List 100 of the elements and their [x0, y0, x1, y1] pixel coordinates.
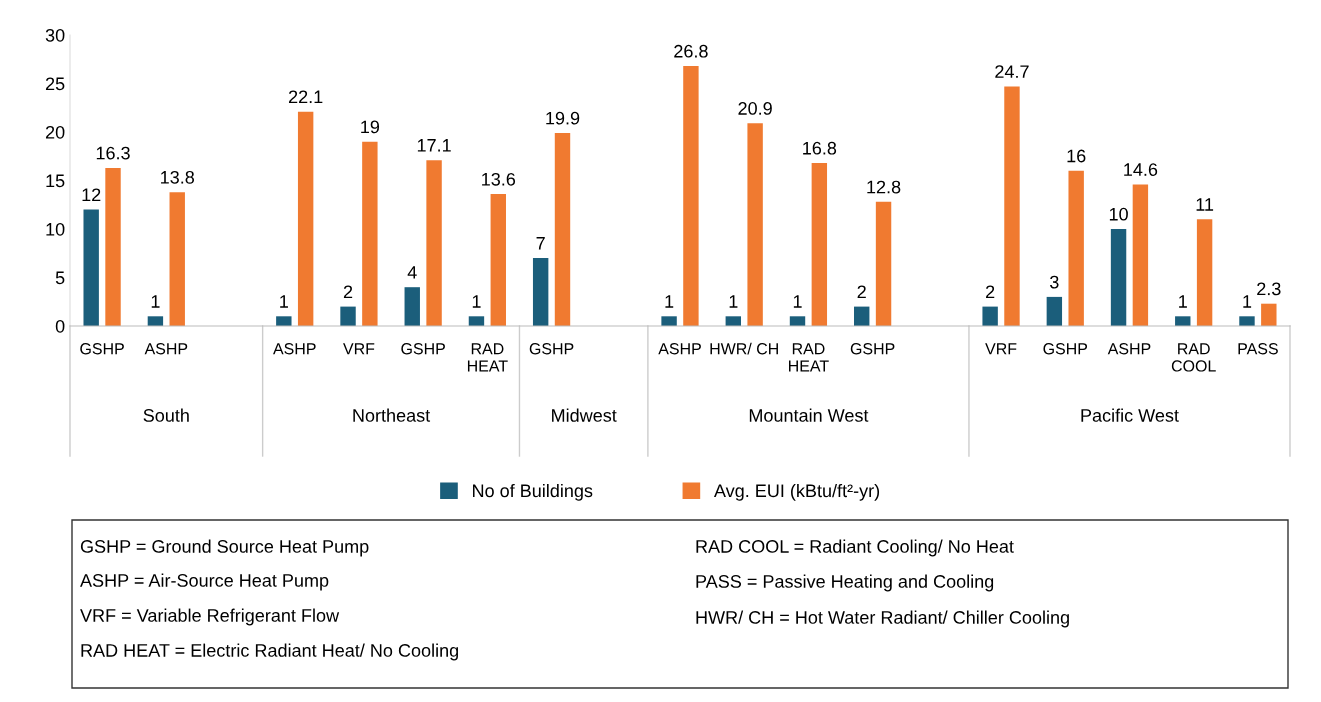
x-tick-label: ASHP	[144, 343, 188, 355]
data-label: 24.7	[995, 65, 1029, 78]
y-tick-label: 15	[46, 174, 65, 188]
bar	[1110, 229, 1127, 326]
text: South	[143, 408, 189, 422]
text: ASHP = Air-Source Heat Pump	[80, 573, 329, 591]
bar	[340, 306, 356, 326]
bar	[1068, 170, 1084, 326]
bar	[276, 316, 292, 326]
data-label: 13.8	[161, 170, 195, 184]
bar	[468, 316, 485, 326]
text: Mountain West	[749, 408, 869, 422]
data-label: 10	[1109, 207, 1128, 221]
data-label: 16.3	[96, 146, 130, 160]
x-tick-label: HWR/ CH	[710, 342, 778, 355]
bar	[683, 66, 699, 326]
text: HWR/ CH = Hot Water Radiant/ Chiller Cooling	[696, 610, 1069, 628]
bar	[725, 316, 741, 326]
data-label: 20.9	[738, 102, 772, 115]
data-label: 1	[1179, 295, 1187, 308]
text: PASS = Passive Heating and Cooling	[696, 574, 994, 592]
bar	[532, 258, 549, 326]
bar	[105, 167, 121, 326]
y-tick-label: 20	[45, 125, 65, 139]
data-label: 1	[151, 295, 160, 308]
data-label: 17.1	[417, 139, 451, 152]
bar	[404, 287, 420, 326]
data-label: 1	[665, 295, 674, 308]
data-label: 19.9	[546, 111, 580, 125]
bar	[1175, 316, 1191, 326]
data-label: 3	[1050, 275, 1059, 289]
bar	[490, 194, 506, 326]
x-tick-label: RAD HEAT	[789, 343, 829, 372]
y-tick-label: 30	[45, 28, 65, 42]
bar	[169, 192, 185, 326]
data-label: 7	[536, 237, 545, 250]
x-tick-label: GSHP	[1043, 343, 1088, 355]
x-tick-label: ASHP	[1107, 343, 1151, 355]
x-tick-label: VRF	[985, 343, 1017, 355]
data-label: 2	[343, 285, 353, 298]
legend-label: No of Buildings	[473, 483, 593, 501]
y-tick-label: 0	[55, 319, 65, 333]
x-tick-label: VRF	[343, 343, 375, 355]
text: RAD COOL = Radiant Cooling/ No Heat	[696, 539, 1014, 557]
data-label: 16	[1067, 149, 1086, 163]
y-tick-label: 10	[46, 222, 65, 236]
bar	[982, 306, 998, 326]
data-label: 2.3	[1257, 282, 1281, 296]
x-tick-label: RAD COOL	[1171, 343, 1216, 372]
x-tick-label: PASS	[1238, 343, 1278, 355]
data-label: 14.6	[1124, 163, 1158, 176]
data-label: 12	[82, 188, 101, 201]
y-tick-label: 25	[45, 77, 65, 91]
data-label: 11	[1196, 198, 1214, 211]
x-tick-label: GSHP	[529, 343, 574, 355]
data-label: 1	[1243, 295, 1252, 308]
bar	[297, 111, 314, 326]
x-tick-label: ASHP	[273, 343, 316, 355]
data-label: 1	[472, 295, 481, 308]
x-tick-label: GSHP	[850, 343, 895, 355]
text: Northeast	[353, 408, 431, 422]
x-tick-label: ASHP	[658, 343, 701, 355]
data-label: 2	[986, 285, 995, 298]
data-label: 26.8	[674, 44, 708, 58]
bar	[554, 132, 571, 326]
data-label: 22.1	[288, 90, 323, 104]
text: GSHP = Ground Source Heat Pump	[80, 539, 369, 557]
text: RAD HEAT = Electric Radiant Heat/ No Cooling	[81, 643, 459, 661]
bar	[789, 316, 806, 326]
legend-label: Avg. EUI (kBtu/ft²-yr)	[713, 483, 880, 501]
x-tick-label: RAD HEAT	[467, 343, 508, 372]
data-label: 1	[729, 295, 738, 308]
text: Pacific West	[1081, 408, 1179, 422]
data-label: 19	[361, 120, 380, 134]
text: Midwest	[552, 408, 617, 422]
x-tick-label: GSHP	[80, 343, 124, 355]
data-label: 1	[280, 295, 288, 308]
y-tick-label: 5	[55, 271, 65, 285]
data-label: 16.8	[803, 141, 837, 155]
bar	[83, 209, 99, 326]
bar	[854, 306, 870, 326]
bar	[875, 201, 892, 326]
x-tick-label: GSHP	[401, 343, 445, 355]
bar	[362, 141, 378, 326]
bar	[147, 316, 164, 326]
bar	[811, 163, 828, 326]
bar	[1004, 86, 1020, 326]
bar	[1261, 303, 1277, 326]
bar	[1239, 316, 1255, 326]
bar	[1046, 296, 1063, 326]
data-label: 4	[407, 266, 417, 279]
bar	[1196, 219, 1213, 326]
data-label: 1	[793, 295, 802, 308]
data-label: 12.8	[867, 180, 901, 194]
bar	[661, 316, 677, 326]
bar	[1132, 184, 1149, 326]
data-label: 2	[857, 285, 866, 298]
bar	[747, 123, 763, 326]
bar	[426, 160, 442, 326]
data-label: 13.6	[482, 172, 516, 186]
